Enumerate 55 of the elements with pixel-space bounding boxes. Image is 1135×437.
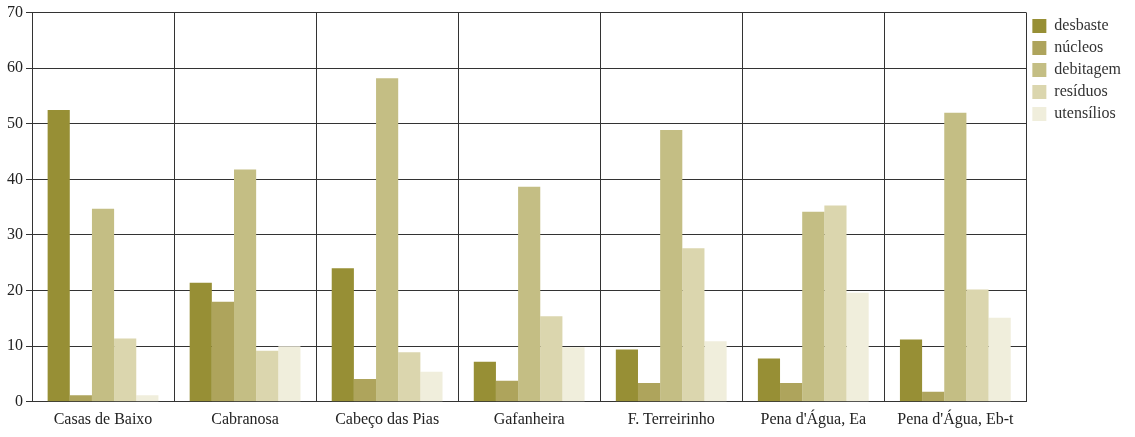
bar [824,205,847,402]
bar [69,395,92,402]
bar [398,352,421,402]
y-tick-label: 50 [7,114,23,131]
bar [780,382,803,402]
bar [211,301,234,402]
y-tick-label: 30 [7,225,23,243]
y-tick-label: 0 [15,392,23,409]
bar [944,112,967,402]
x-tick-label: Pena d'Água, Ea [760,408,867,428]
bar [615,349,638,402]
bar [473,361,496,402]
bar [331,268,354,402]
bar [114,338,137,402]
legend-label: utensílios [1054,104,1116,122]
bar [966,289,989,402]
bar [234,169,257,402]
bar [540,316,563,402]
bar [353,379,377,402]
bar [278,346,301,402]
legend-label: resíduos [1054,82,1108,100]
x-tick-label: Cabeço das Pias [335,409,440,428]
x-tick-label: Pena d'Água, Eb-t [897,408,1014,428]
x-tick-label: F. Terreirinho [627,409,715,427]
legend-label: debitagem [1054,60,1122,79]
bar [660,129,683,402]
bar [47,109,70,402]
bar [256,350,279,402]
bar [988,317,1011,402]
y-tick-label: 60 [7,58,23,76]
x-tick-label: Cabranosa [211,409,279,427]
y-tick-label: 10 [7,336,23,354]
bar [846,292,869,402]
bar [922,391,945,402]
bar [682,248,705,402]
bar [91,208,115,402]
bar [802,211,825,402]
bar [376,78,399,402]
legend-label: desbaste [1054,16,1109,34]
bar [637,382,661,402]
bar [899,339,923,402]
bar [518,186,541,402]
bar [136,395,159,402]
y-tick-label: 70 [7,2,23,20]
legend-label: núcleos [1054,38,1104,56]
bar [757,358,781,402]
y-tick-label: 40 [7,169,23,187]
x-tick-label: Gafanheira [493,409,565,427]
bar [189,282,212,402]
y-tick-label: 20 [7,280,23,298]
bar [562,347,585,402]
bar [420,371,443,402]
bar [495,380,519,402]
bar [704,341,727,402]
x-tick-label: Casas de Baixo [53,409,153,427]
